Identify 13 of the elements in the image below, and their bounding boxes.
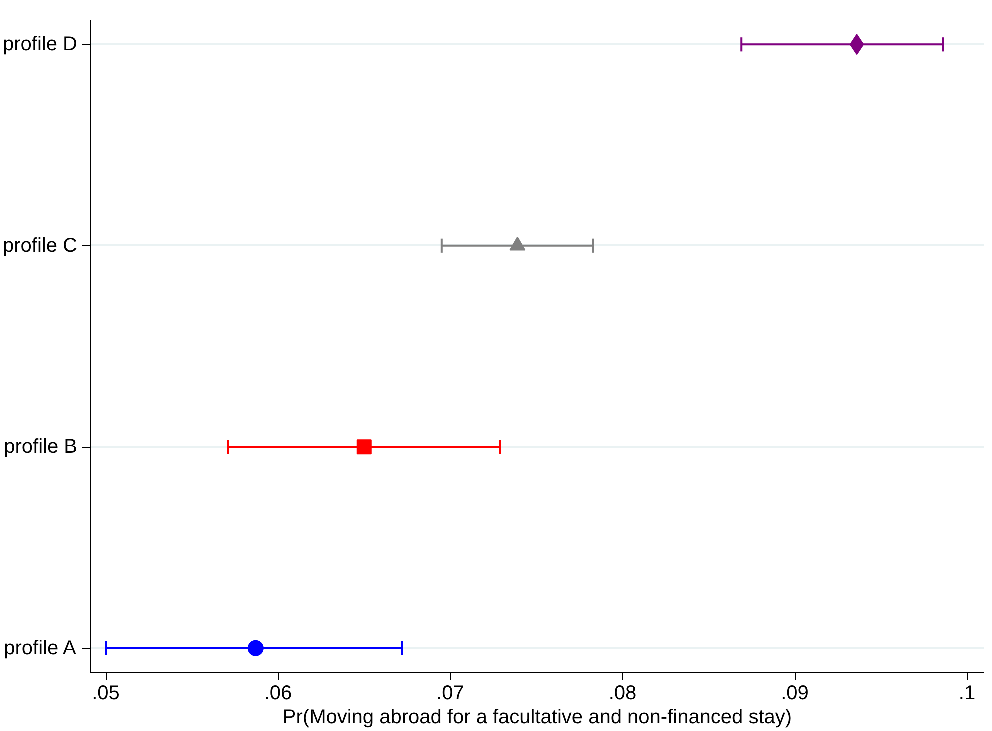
y-tick-label: profile A bbox=[4, 637, 78, 660]
x-tick-label: .09 bbox=[781, 682, 809, 704]
y-tick-label: profile D bbox=[3, 34, 78, 56]
x-tick-label: .1 bbox=[958, 682, 976, 704]
x-tick-label: .08 bbox=[608, 682, 637, 704]
y-tick-label: profile C bbox=[3, 234, 78, 257]
point bbox=[248, 640, 264, 656]
y-tick-label: profile B bbox=[4, 436, 78, 458]
x-axis-title: Pr(Moving abroad for a facultative and non-financed stay) bbox=[282, 706, 792, 728]
x-tick-label: .06 bbox=[264, 682, 292, 704]
x-tick-label: .07 bbox=[436, 682, 464, 704]
point bbox=[356, 440, 372, 455]
x-tick-label: .05 bbox=[92, 682, 120, 704]
